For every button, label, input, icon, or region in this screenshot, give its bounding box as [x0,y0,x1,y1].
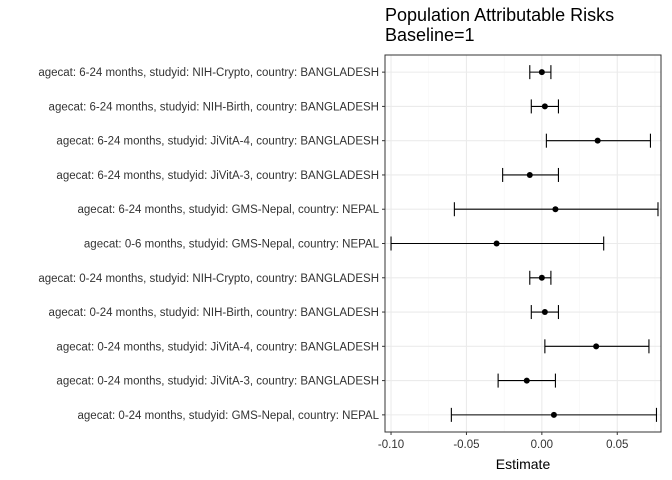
y-tick-label: agecat: 0-24 months, studyid: NIH-Birth,… [49,307,379,319]
x-tick-label: -0.10 [378,439,404,451]
y-tick-label: agecat: 6-24 months, studyid: JiVitA-4, … [56,136,379,148]
y-tick-label: agecat: 0-6 months, studyid: GMS-Nepal, … [84,239,380,251]
axes-layer: agecat: 6-24 months, studyid: NIH-Crypto… [38,67,628,451]
chart-subtitle: Baseline=1 [385,25,475,45]
y-tick-label: agecat: 6-24 months, studyid: NIH-Crypto… [38,67,379,79]
estimate-point [541,309,548,316]
estimate-point [526,171,533,178]
x-tick-label: 0.05 [606,439,628,451]
x-tick-label: -0.05 [453,439,479,451]
y-tick-label: agecat: 0-24 months, studyid: JiVitA-4, … [56,341,379,353]
y-tick-label: agecat: 6-24 months, studyid: NIH-Birth,… [49,101,379,113]
estimate-point [550,411,557,418]
estimate-point [594,137,601,144]
y-tick-label: agecat: 6-24 months, studyid: GMS-Nepal,… [78,204,380,216]
estimate-point [523,377,530,384]
chart-title: Population Attributable Risks [385,5,615,25]
estimate-point [552,206,559,213]
estimate-point [541,103,548,110]
estimate-point [538,274,545,281]
y-tick-label: agecat: 6-24 months, studyid: JiVitA-3, … [56,170,379,182]
y-tick-label: agecat: 0-24 months, studyid: NIH-Crypto… [38,273,379,285]
estimate-point [493,240,500,247]
y-tick-label: agecat: 0-24 months, studyid: GMS-Nepal,… [78,410,380,422]
marks-layer [390,65,659,422]
chart-title-block: Population Attributable Risks Baseline=1 [385,5,614,45]
y-tick-label: agecat: 0-24 months, studyid: JiVitA-3, … [56,376,379,388]
estimate-point [538,69,545,76]
x-axis-title: Estimate [496,456,551,472]
x-tick-label: 0.00 [531,439,553,451]
estimate-point [593,343,600,350]
